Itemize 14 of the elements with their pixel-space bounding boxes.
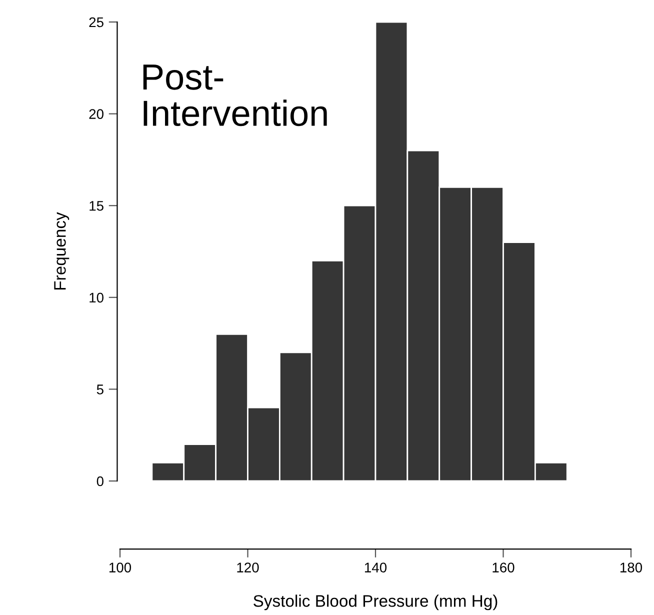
y-axis-title: Frequency xyxy=(54,212,70,290)
y-tick-label: 25 xyxy=(89,17,104,28)
x-tick-label: 100 xyxy=(109,562,132,572)
x-axis-title: Systolic Blood Pressure (mm Hg) xyxy=(254,594,498,610)
y-tick-label: 5 xyxy=(96,384,104,394)
x-tick-label: 160 xyxy=(492,562,514,572)
x-tick-label: 180 xyxy=(620,562,642,572)
y-tick-label: 0 xyxy=(96,476,104,486)
y-tick-label: 10 xyxy=(90,292,104,303)
y-tick-label: 20 xyxy=(89,109,104,119)
x-tick-label: 120 xyxy=(237,562,259,572)
x-tick-label: 140 xyxy=(364,562,387,572)
annotation: Post- Intervention xyxy=(143,64,327,126)
y-tick-label: 15 xyxy=(90,201,104,211)
